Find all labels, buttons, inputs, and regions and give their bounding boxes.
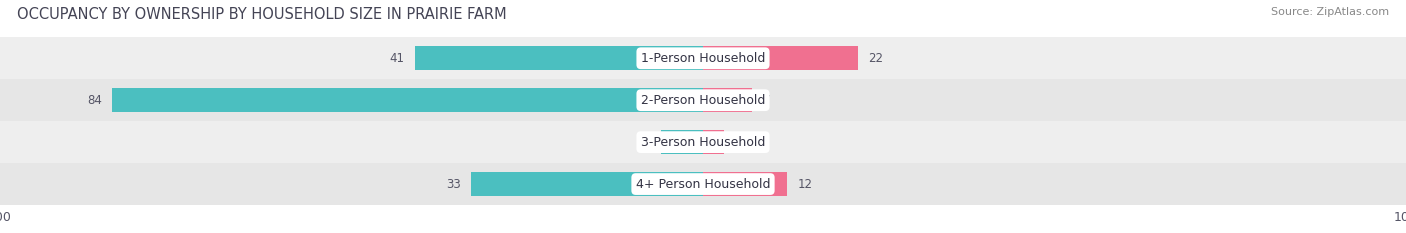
Text: 84: 84: [87, 94, 101, 107]
Text: 2-Person Household: 2-Person Household: [641, 94, 765, 107]
FancyBboxPatch shape: [0, 163, 1406, 205]
Bar: [415, 46, 703, 70]
Bar: [703, 88, 752, 112]
Bar: [471, 172, 703, 196]
Text: 7: 7: [762, 94, 770, 107]
Text: 4+ Person Household: 4+ Person Household: [636, 178, 770, 191]
FancyBboxPatch shape: [0, 79, 1406, 121]
Text: 1-Person Household: 1-Person Household: [641, 52, 765, 65]
Text: 3: 3: [734, 136, 742, 149]
Bar: [661, 130, 703, 154]
FancyBboxPatch shape: [0, 121, 1406, 163]
Text: 3-Person Household: 3-Person Household: [641, 136, 765, 149]
Text: 33: 33: [446, 178, 461, 191]
Bar: [703, 172, 787, 196]
Text: OCCUPANCY BY OWNERSHIP BY HOUSEHOLD SIZE IN PRAIRIE FARM: OCCUPANCY BY OWNERSHIP BY HOUSEHOLD SIZE…: [17, 7, 506, 22]
Text: 12: 12: [799, 178, 813, 191]
Bar: [112, 88, 703, 112]
Bar: [703, 46, 858, 70]
Text: 22: 22: [869, 52, 883, 65]
FancyBboxPatch shape: [0, 37, 1406, 79]
Text: 6: 6: [643, 136, 650, 149]
Text: Source: ZipAtlas.com: Source: ZipAtlas.com: [1271, 7, 1389, 17]
Text: 41: 41: [389, 52, 405, 65]
Bar: [703, 130, 724, 154]
